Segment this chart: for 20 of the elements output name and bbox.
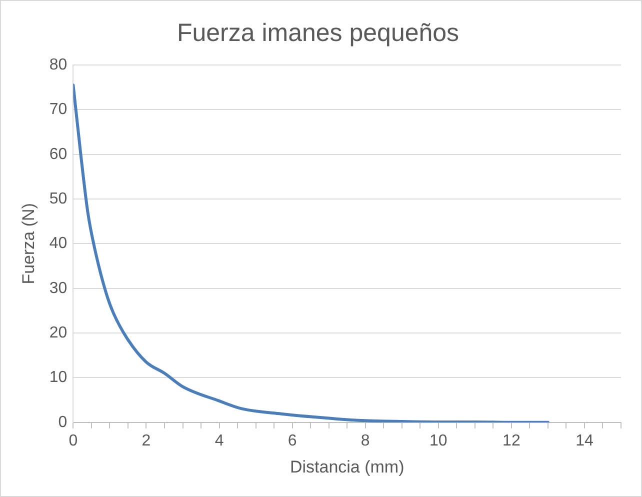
y-tick-label: 20 (49, 324, 68, 342)
y-tick-label: 0 (58, 414, 68, 431)
x-tick-label: 4 (214, 432, 224, 450)
chart-title: Fuerza imanes pequeños (176, 18, 460, 47)
x-tick-label: 8 (360, 432, 370, 450)
x-axis-title: Distancia (mm) (290, 457, 404, 476)
y-tick-label: 50 (49, 190, 68, 208)
x-tick-label: 6 (288, 432, 297, 450)
x-tick-label: 10 (430, 432, 448, 450)
x-tick-label: 2 (142, 432, 151, 450)
y-axis-title: Fuerza (N) (18, 203, 38, 284)
x-tick-label: 12 (502, 432, 520, 450)
y-tick-label: 30 (49, 280, 68, 297)
y-tick-label: 10 (49, 369, 68, 386)
line-series (73, 84, 550, 422)
y-tick-label: 70 (49, 101, 68, 118)
y-tick-label: 80 (49, 56, 68, 74)
y-tick-label: 40 (49, 235, 68, 252)
x-tick-label: 14 (576, 432, 594, 450)
y-tick-label: 60 (49, 146, 68, 163)
